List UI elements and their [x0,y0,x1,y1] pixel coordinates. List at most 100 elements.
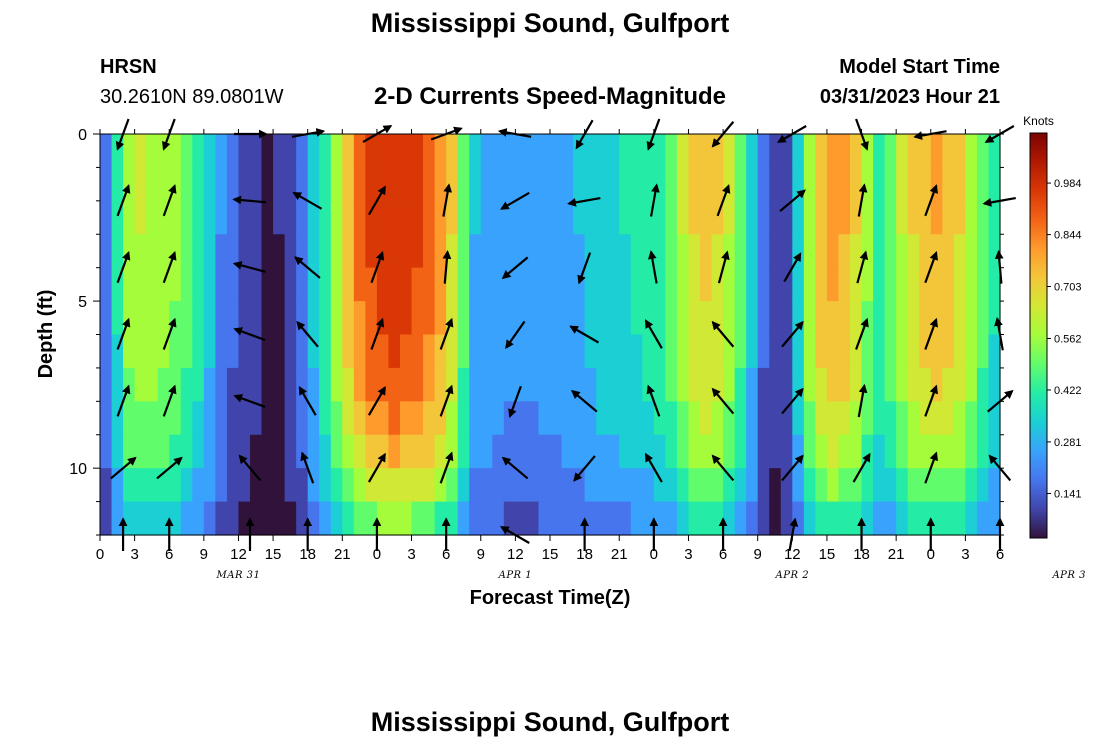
heatmap-cell [469,234,482,269]
heatmap-cell [688,301,701,336]
heatmap-cell [550,267,563,302]
heatmap-cell [146,334,159,369]
heatmap-cell [169,334,182,369]
heatmap-cell [803,234,816,269]
heatmap-cell [676,401,690,436]
heatmap-cell [434,301,447,336]
heatmap-cell [123,334,136,369]
heatmap-cell [550,200,563,235]
heatmap-cell [596,200,609,235]
heatmap-cell [826,401,840,436]
heatmap-cell [873,401,886,436]
heatmap-cell [296,501,309,536]
heatmap-cell [584,468,597,503]
current-vector-arrow [233,394,266,408]
heatmap-cell [826,367,840,402]
model-start-label: Model Start Time [839,56,1000,78]
heatmap-cell [434,134,447,169]
heatmap-cell [342,167,355,202]
heatmap-cell [238,200,251,235]
heatmap-cell [261,234,274,269]
heatmap-cell [896,234,909,269]
heatmap-cell [815,501,828,536]
heatmap-cell [953,200,966,235]
heatmap-cell [411,401,424,436]
heatmap-cell [988,501,1001,536]
current-vector-arrow [924,384,938,417]
heatmap-cell [873,367,886,402]
heatmap-cell [584,134,597,169]
heatmap-cell [492,301,505,336]
heatmap-cell [550,301,563,336]
heatmap-cell [457,234,470,269]
heatmap-cell [273,468,286,503]
heatmap-cell [492,501,505,536]
heatmap-cell [307,134,320,169]
heatmap-cell [342,200,355,235]
heatmap-cell [134,401,147,436]
heatmap-cell [826,200,840,235]
heatmap-cell [203,468,216,503]
current-vector-arrow [924,451,938,484]
heatmap-cell [250,334,263,369]
heatmap-cell [873,267,886,302]
heatmap-cell [365,367,378,402]
current-vector-arrow [924,317,938,350]
heatmap-cell [203,200,216,235]
heatmap-cell [942,501,955,536]
heatmap-cell [630,434,643,469]
heatmap-cell [538,501,551,536]
heatmap-cell [100,234,113,269]
heatmap-cell [861,267,874,302]
heatmap-cell [850,367,863,402]
heatmap-cell [769,301,782,336]
heatmap-cell [446,501,459,536]
current-vector-arrow [162,250,177,284]
heatmap-cell [665,301,678,336]
heatmap-cell [596,134,609,169]
heatmap-cell [434,501,447,536]
heatmap-cell [953,434,966,469]
heatmap-cell [619,367,632,402]
heatmap-cell [446,234,459,269]
x-tick-label: 15 [265,546,282,563]
current-vector-arrow [367,452,386,483]
heatmap-cell [319,367,332,402]
heatmap-cell [930,267,943,302]
heatmap-cell [411,334,424,369]
heatmap-cell [203,367,216,402]
heatmap-cell [423,468,436,503]
heatmap-cell [273,501,286,536]
current-vector-arrow [367,185,386,216]
heatmap-cell [226,434,240,469]
heatmap-cell [307,501,320,536]
heatmap-cell [169,501,182,536]
heatmap-cell [700,134,713,169]
heatmap-cell [480,367,493,402]
heatmap-cell [653,434,666,469]
heatmap-cell [319,301,332,336]
heatmap-cell [573,501,586,536]
heatmap-cell [757,367,770,402]
heatmap-cell [988,167,1001,202]
heatmap-cell [492,200,505,235]
heatmap-cell [469,468,482,503]
heatmap-cell [884,200,897,235]
heatmap-cell [619,134,632,169]
heatmap-cell [400,434,413,469]
heatmap-cell [953,501,966,536]
heatmap-cell [838,301,851,336]
heatmap-cell [134,501,147,536]
heatmap-cell [273,267,286,302]
heatmap-cell [884,334,897,369]
heatmap-cell [526,134,540,169]
heatmap-cell [792,334,805,369]
x-tick-label: 6 [442,546,450,563]
heatmap-cell [388,367,401,402]
heatmap-cell [976,301,990,336]
heatmap-cell [261,200,274,235]
heatmap-cell [965,401,978,436]
x-tick-label: 15 [819,546,836,563]
current-vector-arrow [856,250,869,284]
date-label: MAR 31 [216,570,261,581]
